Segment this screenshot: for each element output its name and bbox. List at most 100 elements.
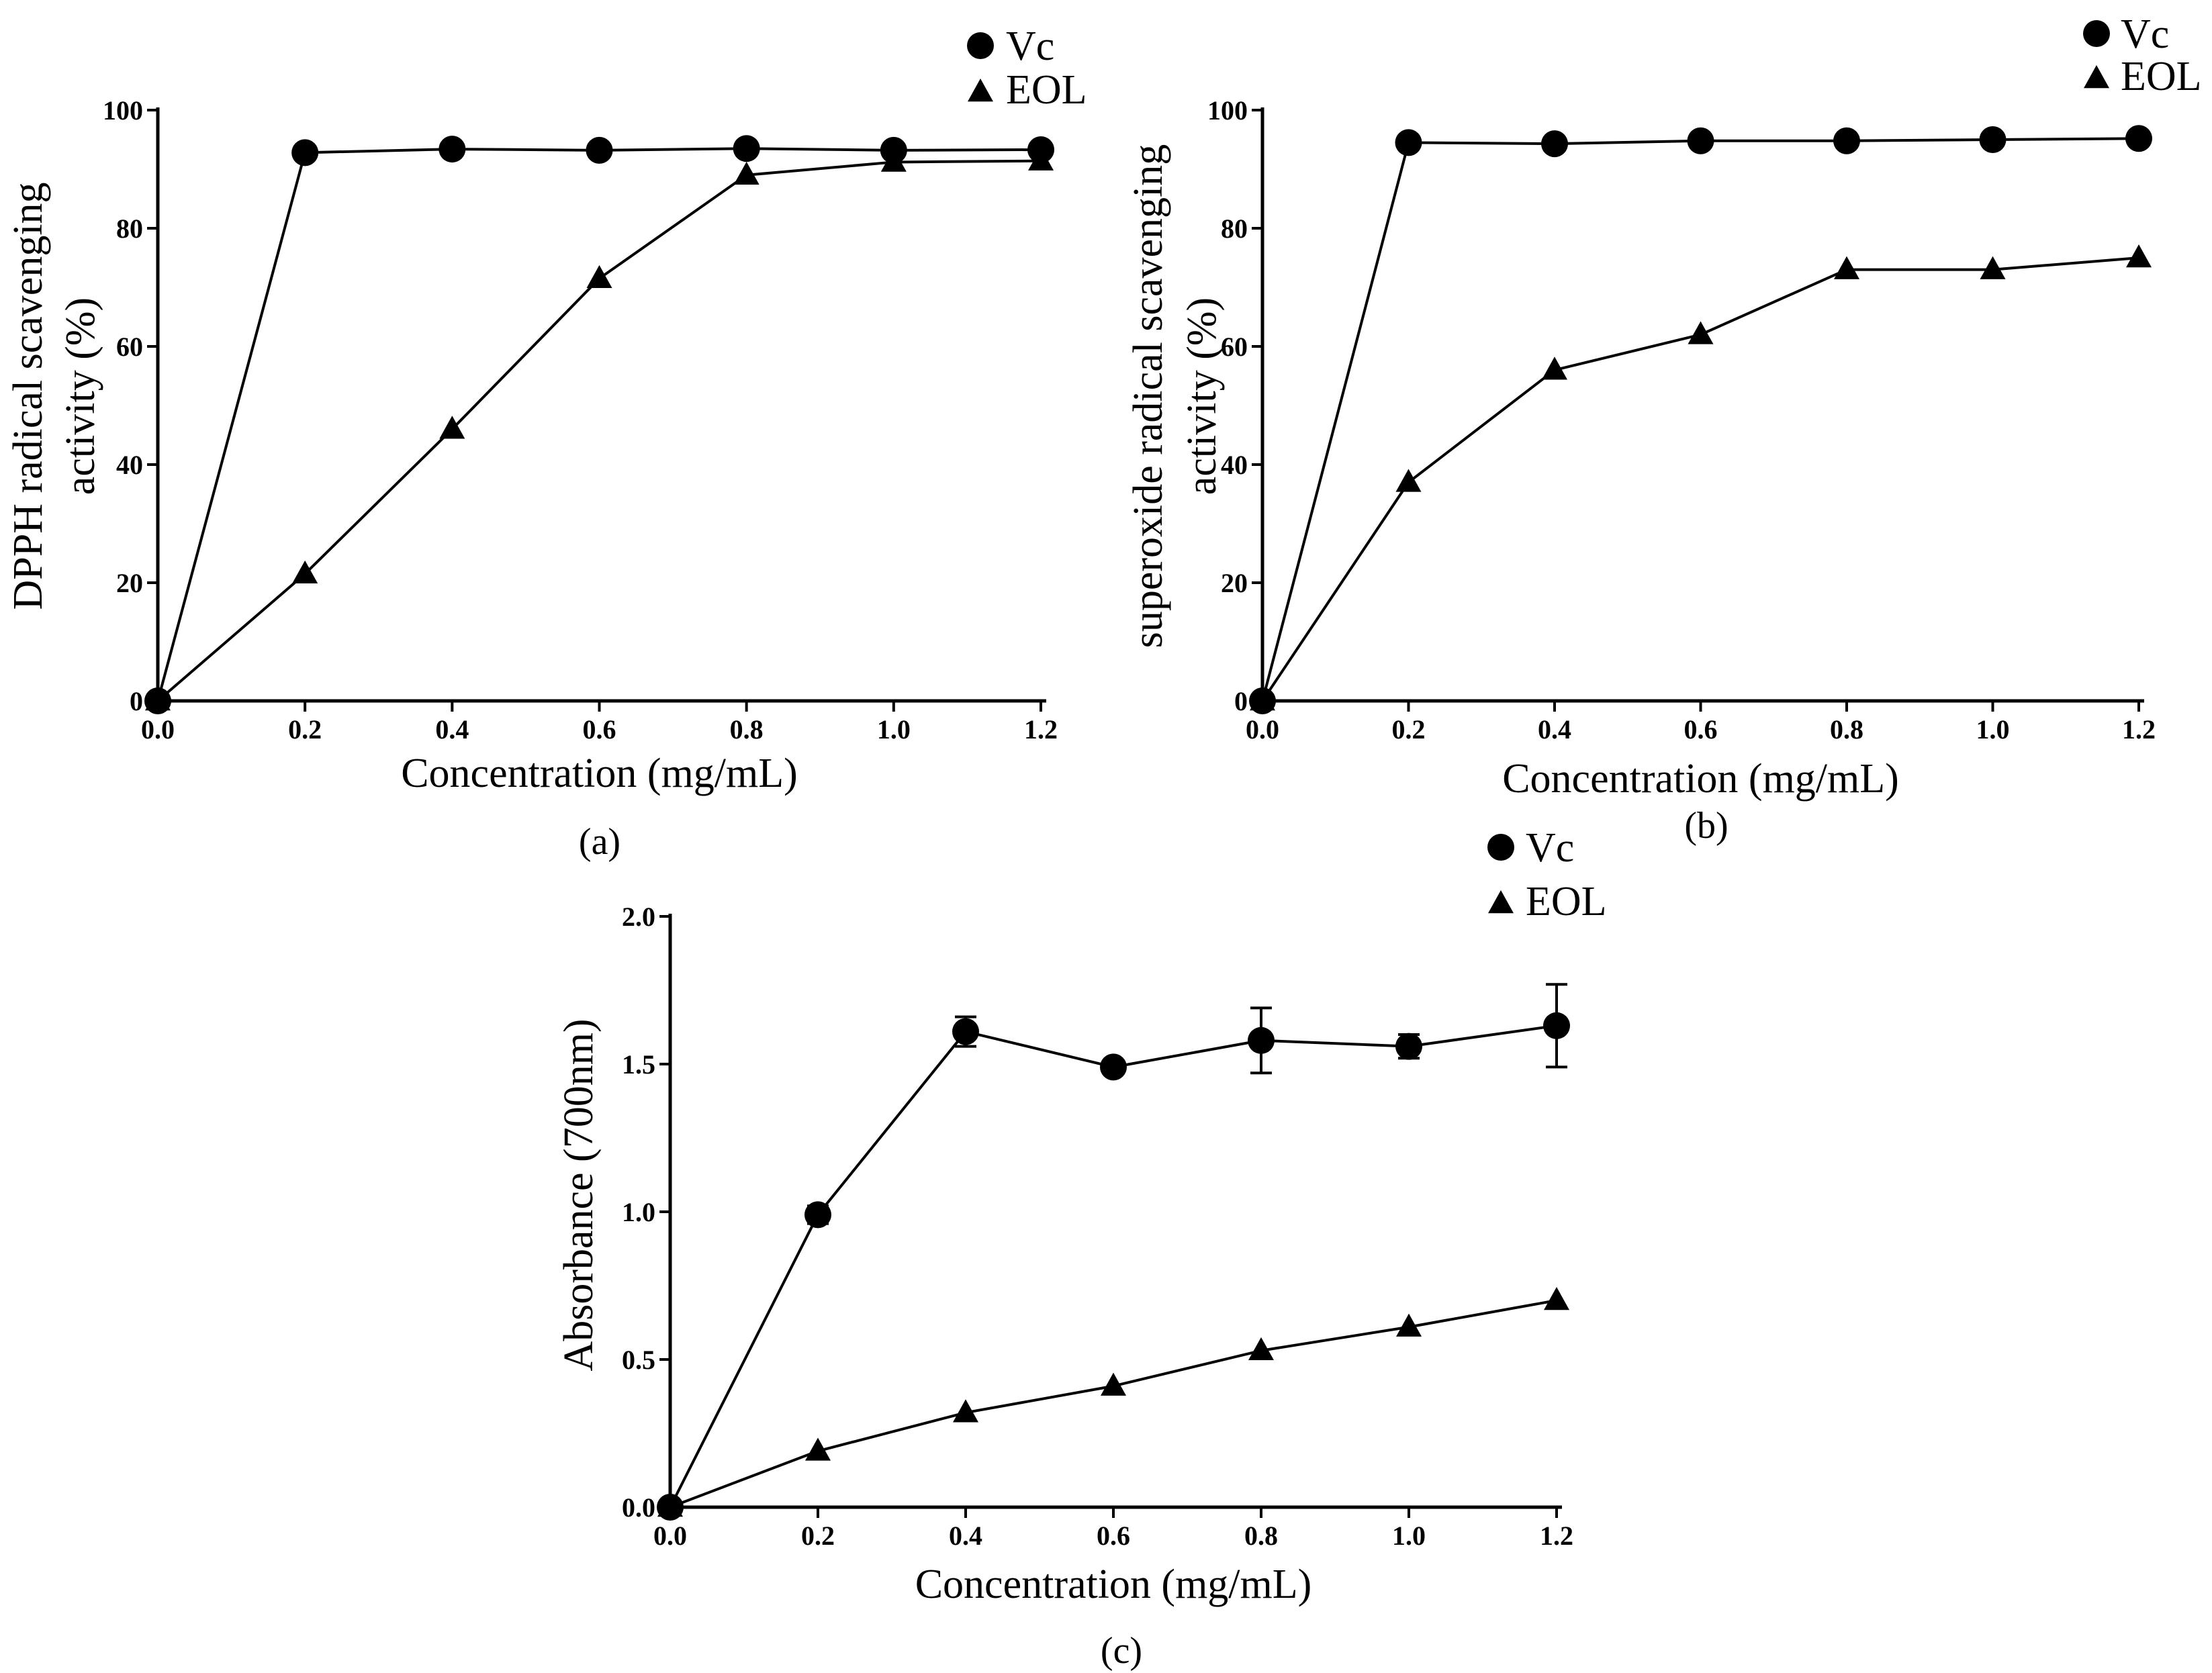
- x-tick-label: 0.4: [949, 1521, 982, 1551]
- x-tick-label: 0.2: [801, 1521, 835, 1551]
- y-tick-label: 20: [1221, 568, 1248, 598]
- panel-label: (c): [1101, 1630, 1142, 1672]
- data-point-eol: [1980, 256, 2006, 279]
- y-tick-label: 100: [103, 95, 143, 126]
- legend-label-vc: Vc: [2121, 11, 2169, 57]
- x-tick-label: 0.8: [1244, 1521, 1278, 1551]
- data-point-vc: [952, 1018, 979, 1045]
- legend-marker-eol: [1488, 890, 1514, 914]
- data-point-eol: [1834, 256, 1859, 279]
- data-point-eol: [1248, 1337, 1274, 1361]
- data-point-eol: [292, 560, 318, 584]
- data-point-vc: [2125, 125, 2152, 152]
- data-point-vc: [1100, 1053, 1127, 1081]
- y-tick-label: 40: [116, 450, 143, 480]
- data-point-vc: [291, 139, 319, 166]
- series-line-eol: [156, 159, 1042, 702]
- data-point-vc: [1395, 129, 1422, 156]
- x-tick-label: 0.2: [1392, 714, 1426, 745]
- data-point-eol: [1688, 321, 1714, 344]
- x-tick-label: 1.2: [1024, 714, 1058, 745]
- data-point-eol: [1542, 356, 1567, 380]
- data-point-eol: [439, 416, 465, 439]
- x-tick-label: 0.6: [1097, 1521, 1130, 1551]
- x-tick-label: 0.8: [1830, 714, 1863, 745]
- data-point-eol: [1101, 1372, 1126, 1396]
- data-point-eol: [657, 1494, 683, 1517]
- legend-label-vc: Vc: [1526, 825, 1574, 871]
- x-axis-title: Concentration (mg/mL): [401, 751, 798, 796]
- x-tick-label: 1.2: [1540, 1521, 1573, 1551]
- x-tick-label: 0.6: [583, 714, 616, 745]
- y-tick-label: 40: [1221, 450, 1248, 480]
- y-tick-label: 60: [1221, 332, 1248, 362]
- x-tick-label: 0.8: [730, 714, 764, 745]
- data-point-vc: [439, 136, 466, 163]
- y-axis-title: Absorbance (700nm): [556, 1018, 602, 1371]
- x-tick-label: 1.2: [2122, 714, 2156, 745]
- data-point-vc: [1395, 1033, 1422, 1060]
- legend-marker-vc: [2083, 20, 2110, 47]
- x-tick-label: 0.4: [435, 714, 469, 745]
- y-tick-label: 80: [116, 213, 143, 244]
- data-point-eol: [1395, 469, 1422, 492]
- y-axis-title: superoxide radical scavenging: [1125, 144, 1171, 649]
- series-line-vc: [669, 1024, 1557, 1508]
- x-tick-label: 1.0: [1392, 1521, 1426, 1551]
- data-point-eol: [586, 265, 612, 289]
- series-line-vc: [1261, 137, 2139, 702]
- data-point-eol: [733, 161, 759, 185]
- x-tick-label: 1.0: [1976, 714, 2010, 745]
- data-point-vc: [1833, 127, 1860, 154]
- y-tick-label: 0.0: [622, 1492, 655, 1523]
- y-tick-label: 100: [1207, 95, 1248, 126]
- legend-marker-vc: [1487, 834, 1514, 861]
- data-point-vc: [1541, 130, 1568, 158]
- y-axis-title: activity (%): [1179, 297, 1225, 495]
- chart-panel-c: 0.0 0.2 0.4 0.6 0.8 1.0 1.2 0.0 0.5 1.0 1.5 2.0 Conc…: [556, 825, 1607, 1672]
- data-point-vc: [586, 136, 613, 164]
- data-point-eol: [2126, 244, 2152, 268]
- x-axis-title: Concentration (mg/mL): [915, 1562, 1312, 1607]
- legend-label-eol: EOL: [1006, 67, 1087, 113]
- chart-panel-b: 0.0 0.2 0.4 0.6 0.8 1.0 1.2 0 20 40 60 80 100 Concent…: [1125, 11, 2202, 847]
- legend-label-eol: EOL: [1526, 879, 1607, 924]
- x-axis-title: Concentration (mg/mL): [1502, 756, 1899, 802]
- x-tick-label: 0.2: [288, 714, 322, 745]
- legend-marker-vc: [967, 32, 994, 59]
- data-point-eol: [953, 1399, 978, 1423]
- x-tick-label: 0.0: [141, 714, 175, 745]
- data-point-vc: [1687, 127, 1714, 154]
- y-tick-label: 0: [130, 686, 143, 716]
- data-point-vc: [1248, 1026, 1275, 1054]
- legend-label-eol: EOL: [2121, 54, 2202, 99]
- y-tick-label: 60: [116, 332, 143, 362]
- y-tick-label: 20: [116, 568, 143, 598]
- data-point-eol: [1396, 1313, 1422, 1337]
- legend-label-vc: Vc: [1006, 23, 1054, 69]
- legend-marker-eol: [968, 79, 993, 102]
- y-tick-label: 1.5: [622, 1049, 655, 1080]
- y-tick-label: 2.0: [622, 902, 655, 932]
- data-point-vc: [1543, 1012, 1570, 1039]
- y-axis-title: DPPH radical scavenging: [5, 182, 51, 610]
- data-point-vc: [733, 135, 760, 162]
- data-point-eol: [805, 1437, 831, 1461]
- data-point-eol: [1028, 147, 1054, 171]
- panel-label: (b): [1684, 805, 1728, 847]
- y-axis-title: activity (%): [58, 297, 103, 495]
- legend-marker-eol: [2084, 65, 2109, 89]
- x-tick-label: 0.0: [653, 1521, 687, 1551]
- x-tick-label: 0.4: [1538, 714, 1571, 745]
- y-tick-label: 0: [1234, 686, 1248, 716]
- y-tick-label: 1.0: [622, 1197, 655, 1227]
- data-point-vc: [1979, 126, 2007, 153]
- legend: Vc EOL: [1487, 825, 1607, 924]
- series-line-eol: [670, 1299, 1557, 1509]
- x-tick-label: 0.6: [1684, 714, 1718, 745]
- data-point-vc: [804, 1201, 831, 1229]
- series-line-vc: [156, 147, 1042, 702]
